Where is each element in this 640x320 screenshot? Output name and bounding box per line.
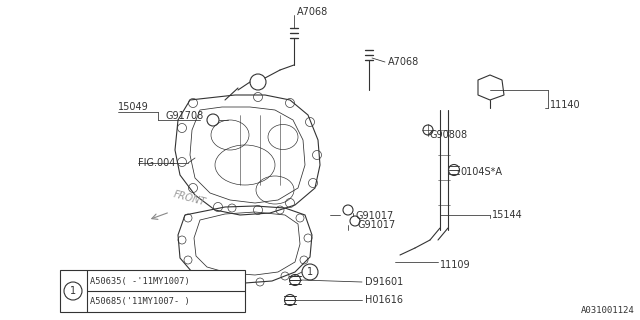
Text: A50635( -'11MY1007): A50635( -'11MY1007)	[90, 277, 189, 286]
Text: 11109: 11109	[440, 260, 470, 270]
Text: G91017: G91017	[358, 220, 396, 230]
Text: FIG.004: FIG.004	[138, 158, 175, 168]
Text: G91017: G91017	[355, 211, 393, 221]
Text: A7068: A7068	[388, 57, 419, 67]
Text: G90808: G90808	[430, 130, 468, 140]
Text: 15049: 15049	[118, 102, 148, 112]
Text: FRONT: FRONT	[172, 190, 207, 208]
Text: 0104S*A: 0104S*A	[460, 167, 502, 177]
FancyBboxPatch shape	[60, 270, 245, 312]
Text: 11140: 11140	[550, 100, 580, 110]
Text: 15144: 15144	[492, 210, 523, 220]
Text: 1: 1	[307, 267, 313, 277]
Text: A50685('11MY1007- ): A50685('11MY1007- )	[90, 297, 189, 306]
Text: 1: 1	[70, 286, 76, 296]
Text: A7068: A7068	[297, 7, 328, 17]
Text: A031001124: A031001124	[581, 306, 635, 315]
Text: D91601: D91601	[365, 277, 403, 287]
Text: H01616: H01616	[365, 295, 403, 305]
Text: G91708: G91708	[165, 111, 204, 121]
